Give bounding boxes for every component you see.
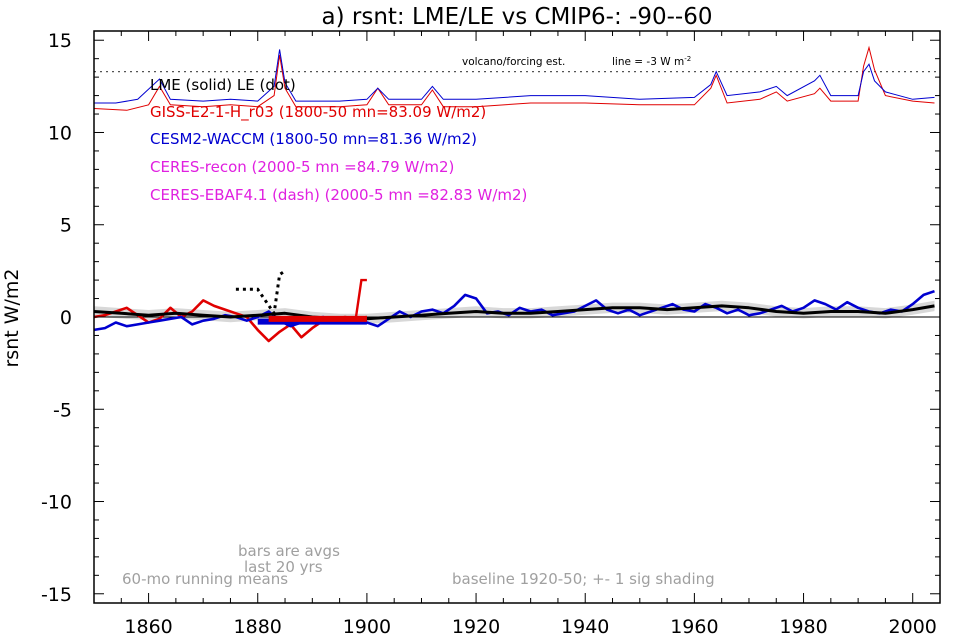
x-tick-label: 1880 bbox=[234, 616, 282, 638]
baseline-note: baseline 1920-50; +- 1 sig shading bbox=[452, 570, 715, 588]
volcano-forcing-red-line bbox=[93, 45, 935, 111]
x-tick-label: 1860 bbox=[124, 616, 172, 638]
series-line-lme bbox=[93, 304, 935, 321]
y-tick-label: -5 bbox=[53, 399, 72, 421]
x-tick-label: 1960 bbox=[670, 616, 718, 638]
series-lines bbox=[93, 45, 935, 343]
x-tick-label: 1920 bbox=[452, 616, 500, 638]
legend-entry-cesm2: CESM2-WACCM (1800-50 mn=81.36 W/m2) bbox=[150, 130, 477, 148]
chart-title: a) rsnt: LME/LE vs CMIP6-: -90--60 bbox=[322, 4, 713, 30]
legend: LME (solid) LE (dot) GISS-E2-1-H_r03 (18… bbox=[150, 76, 527, 204]
legend-entry-giss: GISS-E2-1-H_r03 (1800-50 mn=83.09 W/m2) bbox=[150, 103, 486, 122]
y-tick-label: 0 bbox=[60, 307, 72, 329]
y-tick-label: -10 bbox=[41, 492, 72, 514]
line-label: line = -3 W m-2 bbox=[612, 55, 691, 68]
y-tick-label: -15 bbox=[41, 584, 72, 606]
x-tick-label: 1940 bbox=[561, 616, 609, 638]
giss-spike-line bbox=[354, 278, 367, 318]
legend-entry-lme: LME (solid) LE (dot) bbox=[150, 76, 296, 94]
legend-entry-ceres-recon: CERES-recon (2000-5 mn =84.79 W/m2) bbox=[150, 158, 454, 176]
bars-note-line2: last 20 yrs bbox=[244, 558, 323, 576]
y-tick-label: 15 bbox=[48, 30, 72, 52]
volcano-forcing-blue-line bbox=[94, 49, 935, 104]
bars-note-line1: bars are avgs bbox=[238, 542, 340, 560]
y-axis-label: rsnt W/m2 bbox=[1, 268, 23, 367]
volcano-label: volcano/forcing est. bbox=[462, 56, 565, 68]
x-tick-label: 1900 bbox=[343, 616, 391, 638]
x-tick-label: 2000 bbox=[889, 616, 937, 638]
y-tick-label: 5 bbox=[60, 215, 72, 237]
running-mean-note: 60-mo running means bbox=[122, 570, 288, 588]
legend-entry-ceres-ebaf: CERES-EBAF4.1 (dash) (2000-5 mn =82.83 W… bbox=[150, 186, 527, 204]
x-tick-label: 1980 bbox=[779, 616, 827, 638]
axes: 1860 1880 1900 1920 1940 1960 1980 2000 15 10 5 0 -5… bbox=[41, 30, 941, 638]
le-dotted-line bbox=[235, 269, 286, 318]
y-tick-label: 10 bbox=[48, 122, 72, 144]
